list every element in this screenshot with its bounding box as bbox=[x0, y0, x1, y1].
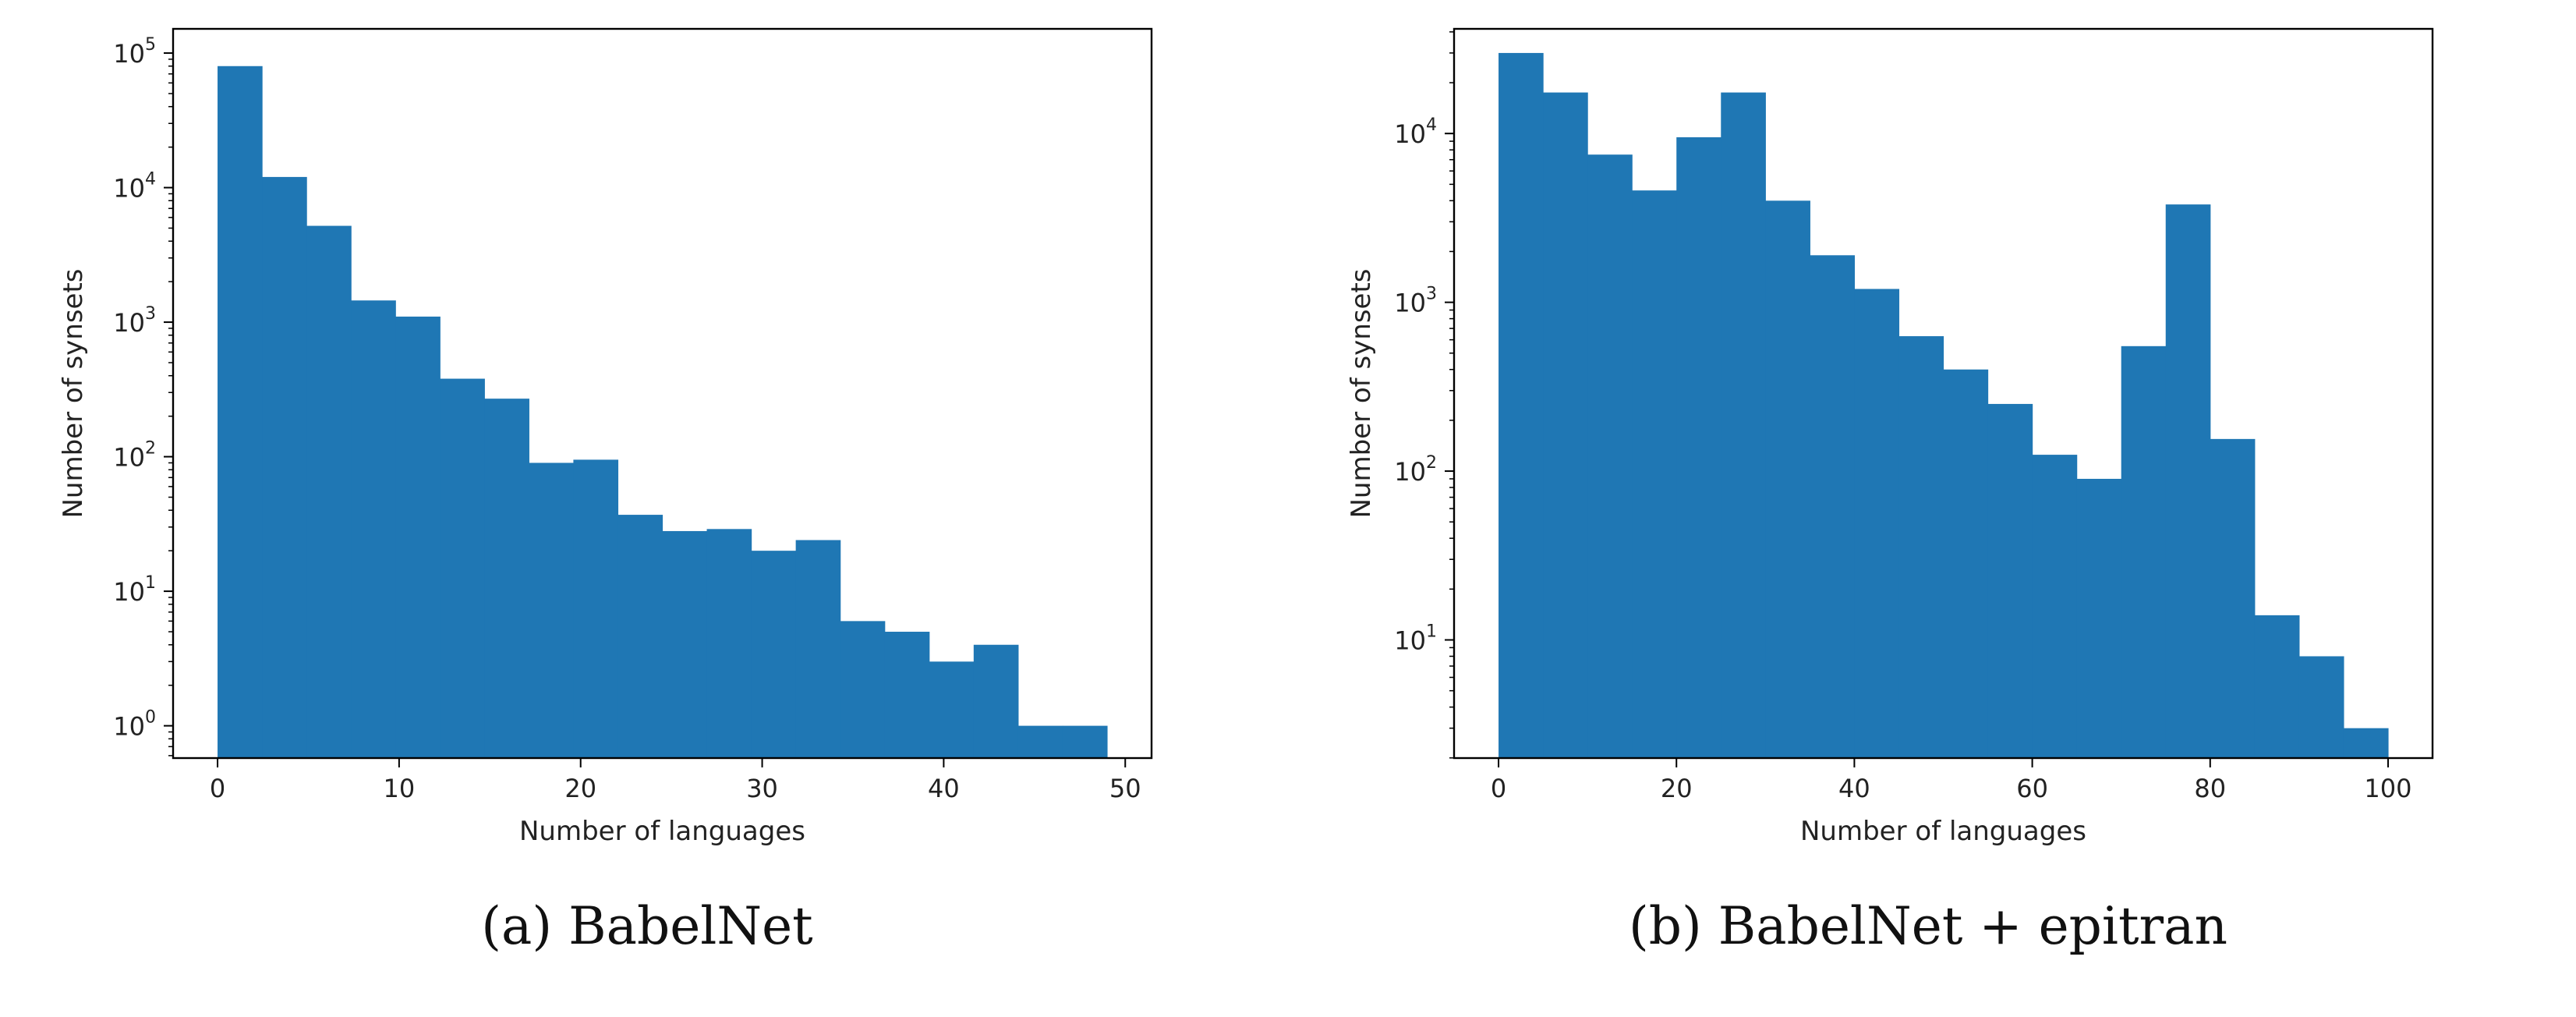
bar bbox=[2121, 345, 2167, 758]
bar bbox=[529, 462, 575, 758]
bar bbox=[1017, 725, 1063, 758]
y-tick-label: 101 bbox=[1394, 622, 1437, 655]
bar bbox=[1632, 190, 1677, 758]
axes-frame bbox=[1453, 27, 2434, 760]
x-axis-label: Number of languages bbox=[519, 816, 805, 847]
subfigure-caption: (a) BabelNet bbox=[481, 896, 812, 956]
subfigure-caption: (b) BabelNet + epitran bbox=[1629, 896, 2227, 956]
bar bbox=[1676, 137, 1721, 758]
x-tick-label: 40 bbox=[1838, 774, 1870, 803]
bar bbox=[2298, 656, 2344, 758]
x-tick-label: 40 bbox=[928, 774, 960, 803]
histogram-babelnet: 0 10 20 30 40 50 100 101 102 103 104 105 Number of l… bbox=[58, 27, 1153, 956]
y-tick-label: 102 bbox=[1394, 453, 1437, 487]
y-tick-label: 104 bbox=[1394, 115, 1437, 149]
bar bbox=[395, 316, 441, 758]
bars bbox=[218, 66, 1108, 759]
y-tick-label: 101 bbox=[113, 573, 156, 607]
y-axis-label: Number of synsets bbox=[58, 268, 89, 518]
bar bbox=[662, 530, 708, 758]
y-tick-label: 102 bbox=[113, 439, 156, 473]
bar bbox=[2032, 455, 2078, 758]
bar bbox=[2343, 728, 2389, 758]
x-tick-label: 20 bbox=[564, 774, 596, 803]
x-tick-label: 10 bbox=[384, 774, 416, 803]
bar bbox=[617, 515, 663, 758]
bar bbox=[1943, 369, 1989, 758]
y-axis-label: Number of synsets bbox=[1346, 268, 1377, 518]
y-tick-label: 103 bbox=[1394, 285, 1437, 318]
bar bbox=[973, 644, 1019, 758]
y-tick-label: 104 bbox=[113, 170, 156, 204]
bar bbox=[751, 551, 797, 758]
x-tick-label: 60 bbox=[2016, 774, 2048, 803]
bar bbox=[1765, 200, 1810, 759]
bar bbox=[1854, 289, 1900, 758]
bar bbox=[1543, 92, 1588, 758]
bar bbox=[306, 225, 352, 758]
x-tick-label: 20 bbox=[1661, 774, 1693, 803]
bar bbox=[1810, 255, 1856, 758]
bar bbox=[2076, 478, 2122, 758]
x-tick-label: 0 bbox=[210, 774, 225, 803]
x-tick-label: 100 bbox=[2364, 774, 2411, 803]
y-tick-label: 105 bbox=[113, 35, 156, 69]
bar bbox=[795, 540, 841, 758]
bars bbox=[1499, 52, 2389, 759]
bar bbox=[2165, 204, 2211, 759]
bar bbox=[840, 621, 886, 758]
bar bbox=[1587, 154, 1633, 758]
bar bbox=[573, 459, 619, 758]
axes-frame bbox=[172, 27, 1153, 760]
bar bbox=[1499, 52, 1544, 758]
x-tick-label: 80 bbox=[2194, 774, 2226, 803]
bar bbox=[484, 399, 529, 758]
bar bbox=[2254, 615, 2300, 758]
x-tick-label: 0 bbox=[1491, 774, 1506, 803]
bar bbox=[262, 176, 307, 759]
bar bbox=[884, 632, 930, 758]
y-tick-label: 103 bbox=[113, 304, 156, 338]
bar bbox=[351, 300, 396, 758]
bar bbox=[1721, 92, 1766, 758]
x-tick-label: 50 bbox=[1109, 774, 1141, 803]
bar bbox=[706, 529, 752, 758]
bar bbox=[1062, 725, 1108, 758]
x-tick-label: 30 bbox=[746, 774, 778, 803]
bar bbox=[218, 66, 263, 758]
bar bbox=[2210, 438, 2256, 758]
bar bbox=[440, 378, 485, 758]
y-tick-label: 100 bbox=[113, 708, 156, 742]
bar bbox=[1987, 403, 2033, 758]
x-axis-label: Number of languages bbox=[1800, 816, 2086, 847]
histogram-babelnet-epitran: 0 20 40 60 80 100 101 102 103 104 Number of langua… bbox=[1346, 27, 2434, 956]
bar bbox=[1898, 336, 1944, 758]
bar bbox=[929, 661, 975, 758]
